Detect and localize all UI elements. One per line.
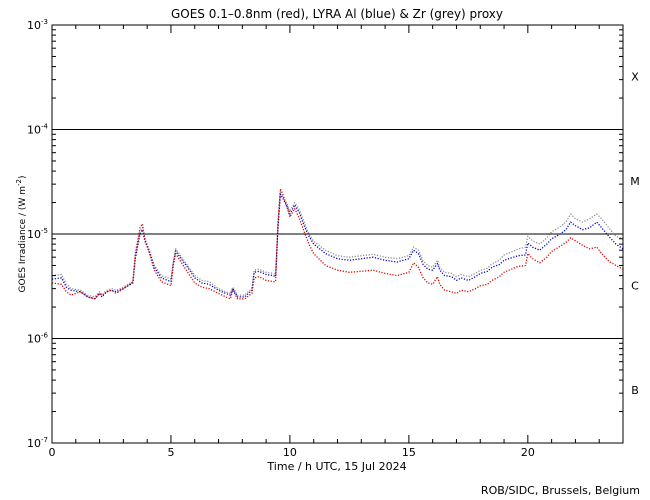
y-tick-label--6: 10-6 <box>27 332 49 346</box>
x-tick-label-10: 10 <box>283 446 297 459</box>
y-axis-label: GOES Irradiance / (W m-2) <box>15 176 28 293</box>
class-label-b: B <box>631 384 639 397</box>
x-tick-label-15: 15 <box>402 446 416 459</box>
series-line-2 <box>51 188 624 300</box>
flare-class-labels: X M C B <box>630 71 640 397</box>
y-tick-label--3: 10-3 <box>27 18 48 32</box>
x-tick-label-20: 20 <box>521 446 535 459</box>
series-layer <box>51 188 624 300</box>
x-axis-ticks: 0 5 10 15 20 <box>49 25 600 459</box>
class-label-c: C <box>631 280 639 293</box>
y-axis-ticks: 10-7 10-6 10-5 10-4 10-3 <box>27 18 623 450</box>
x-tick-label-5: 5 <box>167 446 174 459</box>
credit-text: ROB/SIDC, Brussels, Belgium <box>481 484 640 497</box>
y-tick-label--4: 10-4 <box>27 123 49 137</box>
series-line-1 <box>51 193 624 300</box>
y-tick-label--7: 10-7 <box>27 436 48 450</box>
x-axis-label: Time / h UTC, 15 Jul 2024 <box>266 460 406 473</box>
reference-lines <box>52 129 623 339</box>
series-line-0 <box>51 191 624 298</box>
y-tick-label--5: 10-5 <box>27 227 48 241</box>
class-label-x: X <box>631 71 639 84</box>
class-label-m: M <box>630 175 640 188</box>
y-axis-label-exp: -2 <box>15 179 23 186</box>
x-tick-label-0: 0 <box>49 446 56 459</box>
chart-title: GOES 0.1–0.8nm (red), LYRA Al (blue) & Z… <box>171 7 503 21</box>
y-axis-label-main: GOES Irradiance / (W m <box>18 186 28 292</box>
y-axis-label-close: ) <box>18 176 28 180</box>
